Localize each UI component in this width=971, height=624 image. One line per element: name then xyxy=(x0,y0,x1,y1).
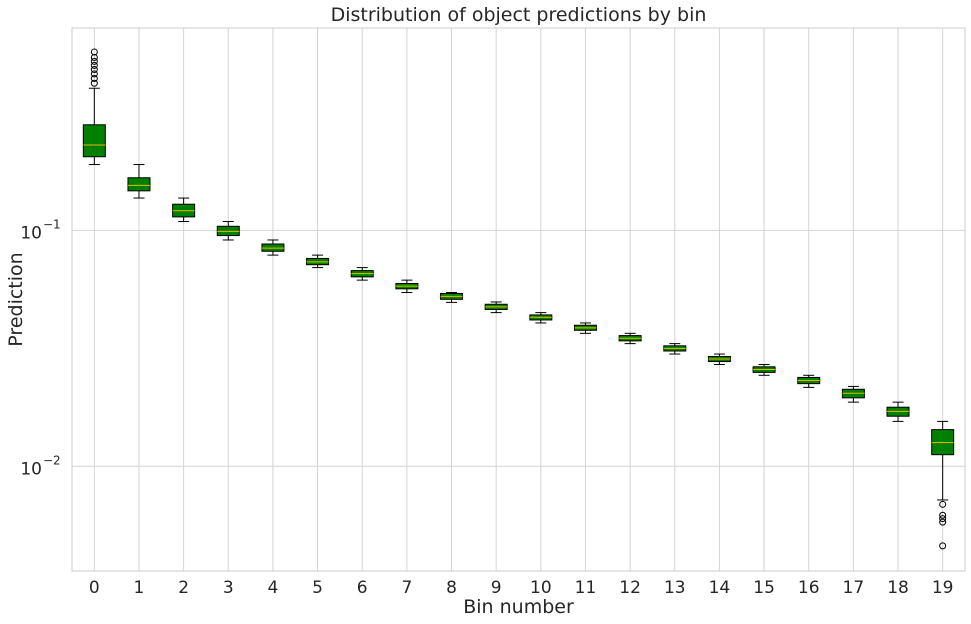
box-9 xyxy=(484,301,508,314)
box-4 xyxy=(261,239,285,256)
box-10 xyxy=(529,312,553,324)
plot-frame xyxy=(71,27,966,572)
outlier-point xyxy=(939,515,947,523)
x-tick-label: 12 xyxy=(619,578,641,598)
x-tick-label: 14 xyxy=(709,578,731,598)
outlier-point xyxy=(939,500,947,508)
outlier-point xyxy=(90,61,98,69)
x-tick-label: 1 xyxy=(134,578,145,598)
x-tick-label: 7 xyxy=(401,578,412,598)
y-tick-exponent: −2 xyxy=(43,453,61,467)
chart-title: Distribution of object predictions by bi… xyxy=(331,4,707,26)
box-0 xyxy=(82,48,106,166)
x-tick-label: 6 xyxy=(357,578,368,598)
outlier-point xyxy=(90,66,98,74)
box-15 xyxy=(752,364,776,376)
box-3 xyxy=(216,220,240,241)
box-7 xyxy=(395,279,419,294)
x-tick-label: 5 xyxy=(312,578,323,598)
box-body xyxy=(82,124,106,158)
box-1 xyxy=(127,164,151,199)
x-tick-label: 11 xyxy=(575,578,597,598)
grid-lines xyxy=(72,28,965,571)
outlier-point xyxy=(90,70,98,78)
x-tick-label: 18 xyxy=(887,578,909,598)
x-tick-label: 10 xyxy=(530,578,552,598)
box-2 xyxy=(172,197,196,222)
outlier-point xyxy=(90,48,98,56)
x-axis-label: Bin number xyxy=(463,596,574,618)
box-body xyxy=(127,177,151,192)
box-18 xyxy=(886,401,910,422)
boxes xyxy=(82,48,955,550)
x-tick-label: 9 xyxy=(491,578,502,598)
box-5 xyxy=(306,254,330,269)
box-14 xyxy=(707,353,731,366)
outlier-point xyxy=(90,74,98,82)
outlier-point xyxy=(939,511,947,519)
y-tick-label: 10 xyxy=(20,223,42,243)
x-tick-label: 4 xyxy=(268,578,279,598)
box-8 xyxy=(440,292,464,303)
x-tick-label: 16 xyxy=(798,578,820,598)
box-16 xyxy=(797,374,821,388)
y-axis-label: Prediction xyxy=(5,252,27,346)
outlier-point xyxy=(90,79,98,87)
x-tick-label: 0 xyxy=(89,578,100,598)
box-13 xyxy=(663,343,687,355)
outlier-point xyxy=(939,518,947,526)
outlier-point xyxy=(90,57,98,65)
x-tick-label: 15 xyxy=(753,578,775,598)
x-tick-label: 3 xyxy=(223,578,234,598)
x-tick-label: 17 xyxy=(843,578,865,598)
x-tick-label: 19 xyxy=(932,578,954,598)
x-tick-label: 8 xyxy=(446,578,457,598)
box-17 xyxy=(841,385,865,403)
box-11 xyxy=(573,322,597,334)
y-tick-label: 10 xyxy=(20,459,42,479)
outlier-point xyxy=(939,542,947,550)
box-12 xyxy=(618,332,642,345)
x-tick-label: 13 xyxy=(664,578,686,598)
box-19 xyxy=(931,420,955,550)
box-6 xyxy=(350,267,374,281)
box-body xyxy=(261,243,285,252)
x-tick-label: 2 xyxy=(178,578,189,598)
y-tick-exponent: −1 xyxy=(43,217,61,231)
